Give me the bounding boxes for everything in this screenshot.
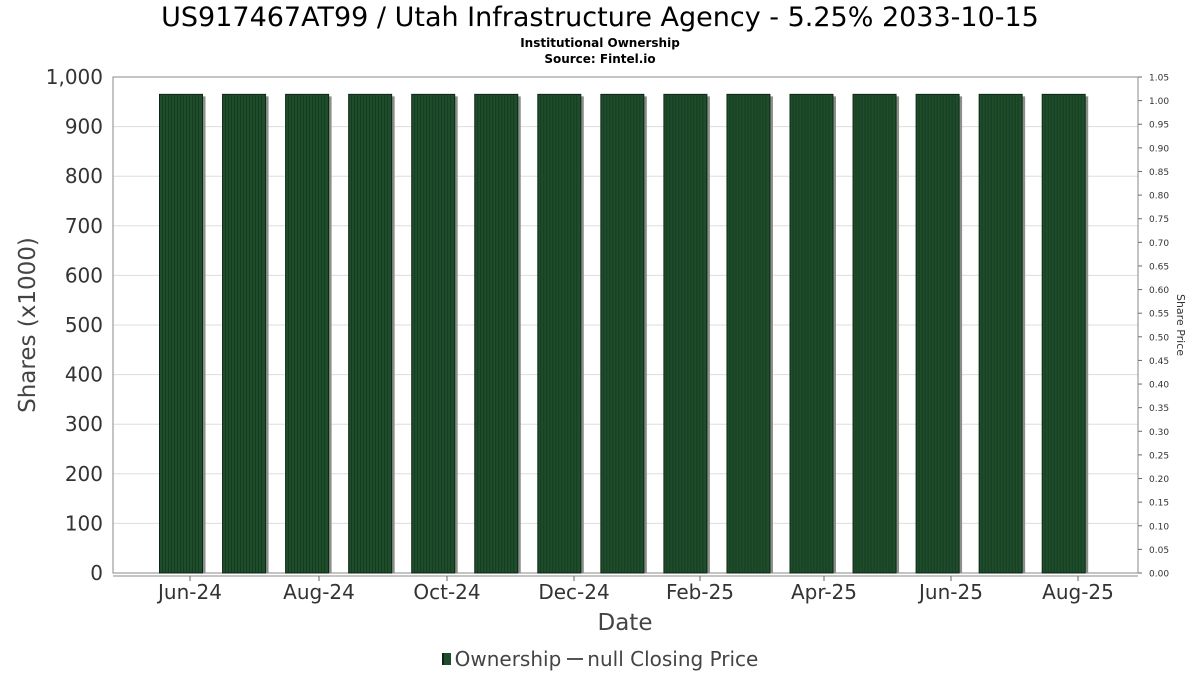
y2-tick-label: 0.10 bbox=[1149, 522, 1169, 532]
ownership-bar bbox=[915, 93, 960, 574]
x-tick-label: Oct-24 bbox=[413, 580, 480, 604]
ownership-bar bbox=[159, 93, 203, 574]
ownership-bar bbox=[537, 93, 582, 574]
ownership-bar bbox=[285, 93, 330, 574]
y2-tick-label: 0.80 bbox=[1149, 192, 1169, 202]
x-axis-label: Date bbox=[598, 610, 653, 636]
ownership-bar bbox=[474, 93, 519, 574]
y2-tick-label: 0.75 bbox=[1149, 215, 1169, 225]
y-tick-label: 0 bbox=[90, 561, 103, 585]
ownership-bar bbox=[348, 93, 393, 574]
y-tick-label: 600 bbox=[65, 263, 103, 287]
y2-tick-label: 0.05 bbox=[1149, 546, 1169, 556]
ownership-chart: 0 100 200 300 400 500 600 700 800 900 1,000 0.00 0.0… bbox=[15, 65, 1187, 636]
y-tick-label: 300 bbox=[65, 412, 103, 436]
y2-tick-label: 0.15 bbox=[1149, 499, 1169, 509]
x-tick-label: Apr-25 bbox=[791, 580, 857, 604]
y2-tick-label: 0.20 bbox=[1149, 475, 1169, 485]
ownership-bar bbox=[852, 93, 897, 574]
x-tick-label: Aug-25 bbox=[1042, 580, 1114, 604]
ownership-bar bbox=[222, 93, 267, 574]
y2-tick-label: 0.90 bbox=[1149, 144, 1169, 154]
y-tick-label: 900 bbox=[65, 115, 103, 139]
chart-subtitle: Institutional Ownership bbox=[520, 36, 680, 50]
y-tick-label: 100 bbox=[65, 511, 103, 535]
y2-tick-label: 0.55 bbox=[1149, 310, 1169, 320]
ownership-bar bbox=[978, 93, 1023, 574]
y-tick-label: 1,000 bbox=[46, 65, 103, 89]
x-tick-label: Aug-24 bbox=[283, 580, 355, 604]
legend-ownership-label: Ownership bbox=[454, 647, 562, 671]
y2-tick-label: 1.05 bbox=[1149, 74, 1169, 84]
y2-tick-label: 0.30 bbox=[1149, 428, 1169, 438]
legend-price-label: null Closing Price bbox=[587, 647, 759, 671]
legend-ownership-swatch bbox=[441, 653, 451, 665]
y2-tick-label: 1.00 bbox=[1149, 97, 1169, 107]
x-tick-label: Jun-24 bbox=[156, 580, 222, 604]
legend-price-line bbox=[567, 658, 584, 660]
ownership-bar bbox=[411, 93, 456, 574]
x-tick-label: Feb-25 bbox=[666, 580, 734, 604]
y2-axis-label: Share Price bbox=[1174, 294, 1187, 356]
y2-tick-label: 0.95 bbox=[1149, 121, 1169, 131]
y2-tick-label: 0.60 bbox=[1149, 286, 1169, 296]
y-axis-label: Shares (x1000) bbox=[15, 237, 41, 413]
y-tick-label: 800 bbox=[65, 164, 103, 188]
y2-tick-label: 0.45 bbox=[1149, 357, 1169, 367]
ownership-bar bbox=[600, 93, 645, 574]
y-tick-label: 500 bbox=[65, 313, 103, 337]
y2-tick-label: 0.35 bbox=[1149, 404, 1169, 414]
x-tick-label: Dec-24 bbox=[538, 580, 609, 604]
y2-tick-label: 0.25 bbox=[1149, 451, 1169, 461]
ownership-bar bbox=[726, 93, 771, 574]
y2-tick-label: 0.85 bbox=[1149, 168, 1169, 178]
y2-tick-label: 0.50 bbox=[1149, 333, 1169, 343]
x-tick-label: Jun-25 bbox=[917, 580, 983, 604]
chart-source: Source: Fintel.io bbox=[544, 52, 656, 66]
y-tick-label: 400 bbox=[65, 363, 103, 387]
y-tick-label: 700 bbox=[65, 214, 103, 238]
y-tick-label: 200 bbox=[65, 462, 103, 486]
chart-title: US917467AT99 / Utah Infrastructure Agenc… bbox=[161, 2, 1039, 33]
ownership-bar bbox=[1041, 93, 1086, 574]
y2-tick-label: 0.70 bbox=[1149, 239, 1169, 249]
legend: Ownership null Closing Price bbox=[0, 647, 1200, 671]
y2-tick-label: 0.00 bbox=[1149, 570, 1169, 580]
y2-tick-label: 0.65 bbox=[1149, 262, 1169, 272]
y2-tick-label: 0.40 bbox=[1149, 381, 1169, 391]
ownership-bar bbox=[663, 93, 708, 574]
ownership-bar bbox=[789, 93, 834, 574]
